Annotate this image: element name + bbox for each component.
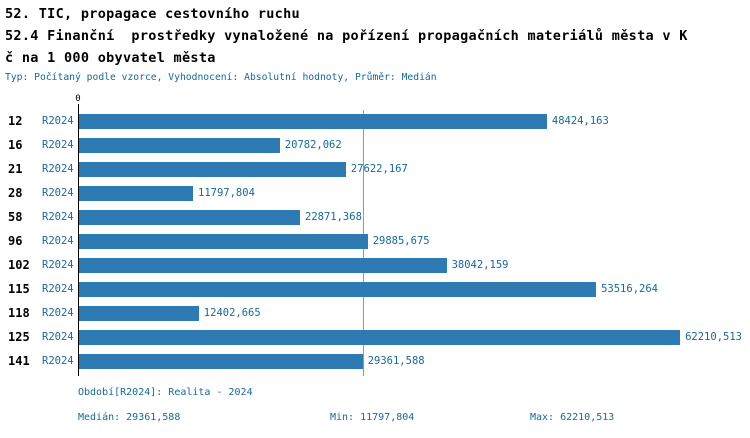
- value-bar: [79, 138, 280, 153]
- chart-row: 58 R2024 22871,368: [0, 206, 750, 230]
- row-category-label: 28: [8, 186, 23, 200]
- chart-row: 118 R2024 12402,665: [0, 302, 750, 326]
- row-category-label: 21: [8, 162, 23, 176]
- x-axis-origin-label: 0: [75, 94, 81, 104]
- row-series-label: R2024: [42, 235, 74, 247]
- value-bar: [79, 354, 363, 369]
- row-category-label: 141: [8, 354, 30, 368]
- report-meta-line: Typ: Počítaný podle vzorce, Vyhodnocení:…: [5, 72, 437, 83]
- row-series-label: R2024: [42, 259, 74, 271]
- row-series-label: R2024: [42, 355, 74, 367]
- bar-value-label: 12402,665: [203, 307, 261, 319]
- chart-row: 125 R2024 62210,513: [0, 326, 750, 350]
- value-bar: [79, 330, 681, 345]
- report-title-line-3: č na 1 000 obyvatel města: [5, 50, 216, 66]
- report-header: 52. TIC, propagace cestovního ruchu 52.4…: [5, 3, 688, 83]
- bar-value-label: 22871,368: [305, 211, 362, 223]
- row-series-label: R2024: [42, 307, 74, 319]
- bar-value-label: 48424,163: [551, 115, 609, 127]
- row-category-label: 125: [8, 330, 30, 344]
- value-bar: [79, 306, 199, 321]
- chart-row: 21 R2024 27622,167: [0, 158, 750, 182]
- value-bar: [79, 114, 547, 129]
- value-bar: [79, 162, 346, 177]
- stat-max: Max: 62210,513: [530, 412, 615, 423]
- row-category-label: 12: [8, 114, 23, 128]
- row-category-label: 16: [8, 138, 23, 152]
- bar-value-label: 27622,167: [350, 163, 408, 175]
- bar-value-label: 11797,804: [198, 187, 255, 199]
- bar-value-label: 29885,675: [372, 235, 430, 247]
- bar-value-label: 29361,588: [367, 355, 425, 367]
- chart-row: 12 R2024 48424,163: [0, 110, 750, 134]
- row-category-label: 96: [8, 234, 23, 248]
- bar-value-label: 38042,159: [451, 259, 509, 271]
- y-axis-line: [78, 104, 79, 376]
- row-series-label: R2024: [42, 139, 74, 151]
- row-series-label: R2024: [42, 211, 74, 223]
- row-series-label: R2024: [42, 283, 74, 295]
- value-bar: [79, 258, 447, 273]
- chart-row: 96 R2024 29885,675: [0, 230, 750, 254]
- report-title-line-2: 52.4 Finanční prostředky vynaložené na p…: [5, 28, 688, 44]
- chart-row: 115 R2024 53516,264: [0, 278, 750, 302]
- row-series-label: R2024: [42, 187, 74, 199]
- bar-value-label: 53516,264: [601, 283, 658, 295]
- chart-row: 141 R2024 29361,588: [0, 350, 750, 374]
- row-series-label: R2024: [42, 115, 74, 127]
- chart-row: 28 R2024 11797,804: [0, 182, 750, 206]
- chart-row: 102 R2024 38042,159: [0, 254, 750, 278]
- value-bar: [79, 282, 597, 297]
- row-category-label: 115: [8, 282, 30, 296]
- value-bar: [79, 210, 300, 225]
- row-series-label: R2024: [42, 163, 74, 175]
- row-series-label: R2024: [42, 331, 74, 343]
- value-bar: [79, 186, 193, 201]
- row-category-label: 58: [8, 210, 23, 224]
- stat-min: Min: 11797,804: [330, 412, 415, 423]
- row-category-label: 102: [8, 258, 30, 272]
- bar-value-label: 62210,513: [685, 331, 742, 343]
- value-bar: [79, 234, 368, 249]
- chart-rows: 12 R2024 48424,163 16 R2024 20782,062 21 R2024 2…: [0, 110, 750, 374]
- report-title-line-1: 52. TIC, propagace cestovního ruchu: [5, 6, 300, 22]
- stat-median: Medián: 29361,588: [78, 412, 181, 423]
- chart-row: 16 R2024 20782,062: [0, 134, 750, 158]
- period-label: Období[R2024]: Realita - 2024: [78, 387, 253, 398]
- row-category-label: 118: [8, 306, 30, 320]
- bar-value-label: 20782,062: [284, 139, 342, 151]
